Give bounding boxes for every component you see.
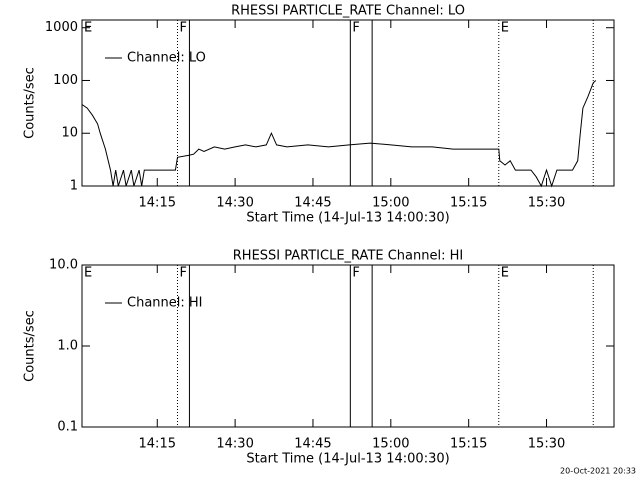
x-tick-label: 15:00 — [372, 437, 409, 452]
footer: 20-Oct-2021 20:33 — [560, 467, 636, 476]
data-line — [81, 80, 597, 188]
chart-title: RHESSI PARTICLE_RATE Channel: LO — [231, 4, 465, 19]
x-tick-label: 15:30 — [528, 437, 565, 452]
x-tick-label: 15:15 — [450, 437, 487, 452]
x-tick-label: 15:30 — [528, 196, 565, 211]
x-tick-label: 14:15 — [139, 437, 176, 452]
x-tick-label: 14:30 — [216, 196, 253, 211]
y-tick-label: 100 — [53, 73, 78, 88]
y-tick-label: 10 — [61, 126, 78, 141]
chart-title: RHESSI PARTICLE_RATE Channel: HI — [233, 249, 463, 264]
event-label: E — [84, 266, 92, 281]
y-axis-label: Counts/sec — [23, 67, 38, 139]
x-tick-label: 14:15 — [139, 196, 176, 211]
event-label: F — [180, 21, 187, 36]
event-label: E — [501, 21, 509, 36]
x-tick-label: 14:45 — [294, 437, 331, 452]
plot-frame — [81, 19, 615, 187]
event-label: F — [352, 266, 359, 281]
plot-frame — [81, 264, 615, 428]
y-tick-label: 0.1 — [57, 420, 78, 435]
y-tick-label: 1000 — [45, 20, 78, 35]
event-label: E — [84, 21, 92, 36]
x-tick-label: 14:30 — [216, 437, 253, 452]
event-label: E — [501, 266, 509, 281]
event-label: F — [352, 21, 359, 36]
x-tick-label: 15:15 — [450, 196, 487, 211]
event-label: F — [180, 266, 187, 281]
x-axis-label: Start Time (14-Jul-13 14:00:30) — [246, 452, 449, 467]
y-tick-label: 1.0 — [57, 339, 78, 354]
y-tick-label: 10.0 — [49, 258, 78, 273]
x-tick-label: 15:00 — [372, 196, 409, 211]
legend-label: Channel: HI — [127, 296, 203, 311]
x-tick-label: 14:45 — [294, 196, 331, 211]
legend-label: Channel: LO — [127, 51, 206, 66]
y-tick-label: 1 — [70, 179, 78, 194]
y-axis-label: Counts/sec — [23, 310, 38, 382]
x-axis-label: Start Time (14-Jul-13 14:00:30) — [246, 211, 449, 226]
